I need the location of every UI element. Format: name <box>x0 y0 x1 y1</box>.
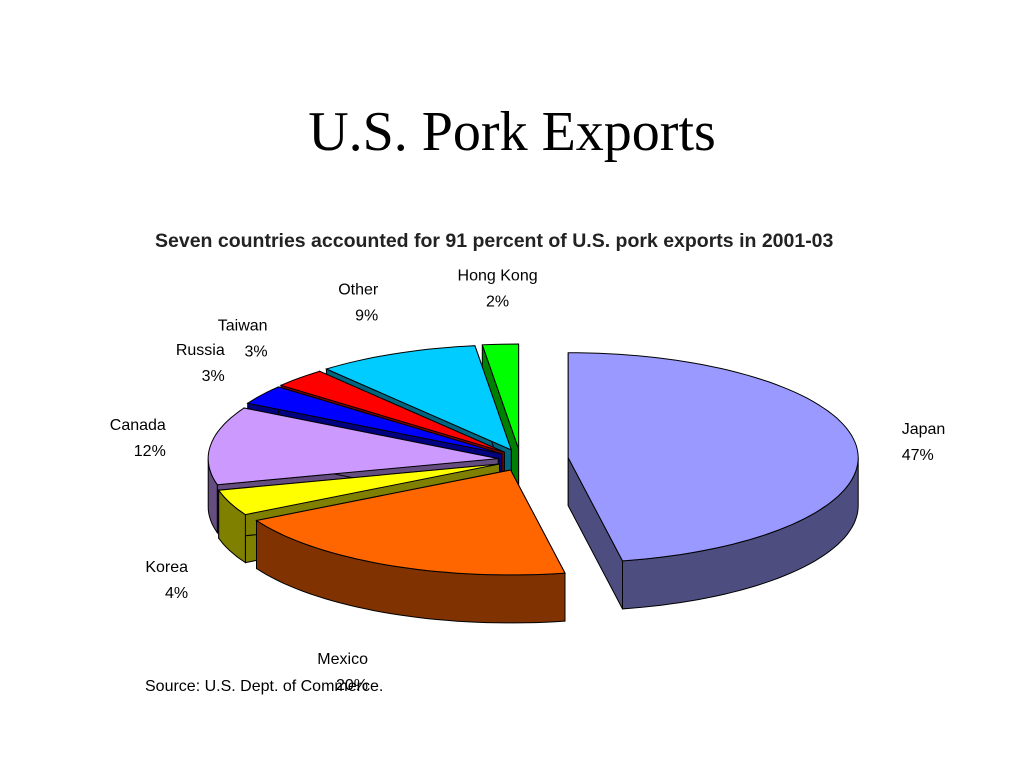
slice-top <box>567 352 859 562</box>
slice-label: Hong Kong <box>458 268 538 285</box>
slice-top <box>246 386 502 455</box>
slice <box>255 469 566 624</box>
slice-value-label: 3% <box>202 368 225 385</box>
slice-value-label: 20% <box>336 677 368 694</box>
slice-top <box>279 370 505 453</box>
slice-top <box>255 469 566 576</box>
slice-label: Canada <box>110 417 166 434</box>
source-note: Source: U.S. Dept. of Commerce. <box>145 678 384 695</box>
slice-top <box>207 407 499 486</box>
slice-value-label: 47% <box>902 447 934 464</box>
slide-title: U.S. Pork Exports <box>308 101 716 163</box>
slice-value-label: 12% <box>134 443 166 460</box>
slice-value-label: 4% <box>165 585 188 602</box>
slice-label: Taiwan <box>218 317 268 334</box>
chart-title: Seven countries accounted for 91 percent… <box>155 230 834 252</box>
slice-label: Korea <box>145 559 188 576</box>
slice-value-label: 2% <box>486 294 509 311</box>
slice-value-label: 9% <box>355 307 378 324</box>
slice <box>567 352 859 610</box>
slice-label: Russia <box>176 342 225 359</box>
slice-top <box>324 345 513 451</box>
slice-label: Japan <box>902 421 946 438</box>
slice-label: Other <box>338 281 379 298</box>
slice-top <box>481 343 520 450</box>
slice-top <box>217 463 500 516</box>
slice-value-label: 3% <box>244 343 267 360</box>
slice-label: Mexico <box>317 651 368 668</box>
